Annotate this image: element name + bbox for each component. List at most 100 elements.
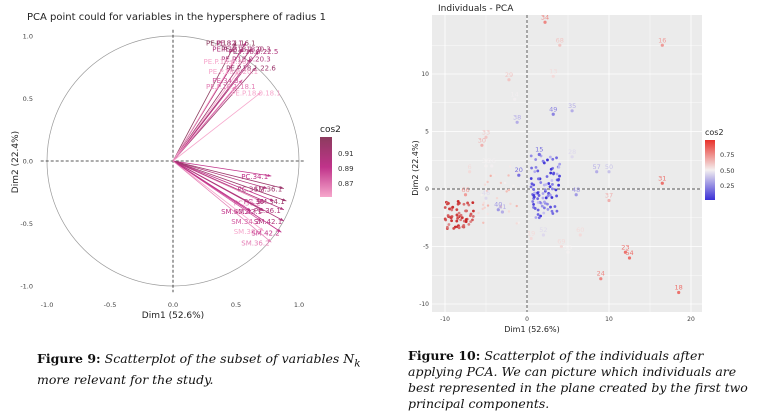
individual-point (533, 207, 537, 210)
individual-point (459, 218, 463, 222)
individual-point (545, 175, 549, 178)
individual-point (457, 226, 461, 229)
individual-point (595, 170, 599, 174)
variable-arrowhead (259, 199, 264, 203)
variable-arrowhead (267, 238, 272, 243)
individual-point (467, 223, 471, 226)
individual-point (543, 200, 546, 204)
figure-10-caption-label: Figure 10: (408, 348, 481, 363)
variable-arrow (172, 160, 284, 189)
right-y-tick-label: 5 (425, 129, 429, 136)
individual-point (443, 217, 447, 221)
variable-label: PE.34.3 (212, 77, 238, 85)
individual-point (451, 205, 455, 209)
individual-label: 30 (478, 136, 486, 144)
individual-point (536, 191, 539, 195)
variable-label: PE.P.18.1.22.6 (226, 64, 276, 72)
individual-label: 20 (515, 166, 523, 174)
individual-point (469, 212, 473, 216)
individual-point (558, 162, 562, 166)
individual-label: 26 (488, 157, 496, 165)
individual-point (534, 158, 538, 161)
individual-point (448, 207, 451, 211)
individual-point (566, 250, 570, 254)
individual-label: 29 (505, 71, 513, 79)
individual-point (471, 201, 475, 205)
individual-point (549, 205, 552, 209)
individual-point (536, 201, 540, 204)
individual-point (450, 219, 454, 223)
individual-label: 13 (549, 67, 557, 75)
individual-point (489, 174, 492, 178)
variable-label: SM.42.2 (251, 229, 279, 237)
individual-point (558, 43, 562, 47)
right-legend-label-1: 0.50 (720, 167, 734, 175)
individual-point (554, 188, 558, 192)
individual-point (466, 201, 469, 205)
figure-9-caption-rest: more relevant for the study. (37, 371, 214, 387)
individual-point (537, 194, 541, 197)
individual-point (550, 196, 554, 199)
individual-point (541, 192, 545, 195)
individual-point (551, 112, 555, 116)
individual-point (471, 218, 474, 222)
variable-arrow (172, 66, 257, 162)
individual-point (461, 225, 465, 229)
individual-point (548, 193, 552, 197)
variable-arrowhead (247, 58, 252, 63)
individual-point (550, 209, 554, 213)
individual-point (507, 210, 511, 213)
individual-point (555, 172, 559, 176)
individual-point (529, 236, 533, 241)
individual-label: 38 (513, 113, 521, 121)
individual-point (548, 185, 552, 189)
left-legend-label-0: 0.91 (338, 150, 354, 158)
individual-point (472, 209, 475, 213)
variable-label: SM.38.2 (234, 228, 262, 236)
left-x-tick-label: -0.5 (104, 301, 117, 309)
individual-point (552, 172, 555, 176)
individual-label: 37 (605, 192, 613, 200)
variable-label: SM.34.2 (231, 218, 259, 226)
individual-point (490, 164, 494, 168)
variable-arrow (172, 160, 274, 202)
individual-point (607, 170, 611, 174)
individual-point (456, 217, 460, 220)
individual-point (537, 216, 541, 220)
individual-point (529, 154, 533, 158)
variable-arrowhead (235, 71, 239, 75)
individual-point (529, 185, 533, 189)
individual-point (447, 202, 450, 205)
individual-label: 15 (535, 146, 543, 154)
individual-point (549, 167, 553, 171)
variable-arrowhead (232, 42, 236, 47)
individual-point (471, 215, 475, 218)
left-y-tick-label: 0.5 (23, 95, 33, 103)
variable-arrowhead (279, 206, 284, 210)
variables-pca-chart: PCA point could for variables in the hyp… (11, 12, 354, 321)
variable-arrowhead (232, 86, 236, 90)
individual-point (570, 155, 574, 159)
variable-label: PC.34.2 (238, 186, 265, 194)
left-x-axis-label: Dim1 (52.6%) (142, 311, 204, 321)
individual-point (483, 206, 486, 209)
left-legend-label-1: 0.89 (338, 165, 354, 173)
individual-point (557, 183, 561, 187)
individual-point (607, 198, 611, 203)
variable-arrowhead (257, 217, 262, 221)
variable-arrowhead (239, 48, 243, 53)
individual-point (484, 135, 488, 139)
right-x-tick-label: -10 (440, 316, 450, 323)
individual-point (486, 212, 489, 216)
right-legend-colorbar (705, 140, 715, 200)
individual-point (477, 211, 480, 215)
individual-point (484, 164, 488, 168)
individual-label: 36 (482, 157, 490, 165)
individual-point (507, 188, 511, 192)
individual-point (539, 181, 543, 184)
individual-point (515, 204, 518, 208)
individual-point (536, 169, 540, 173)
variable-label: PE.P.16.0.20 (203, 58, 246, 66)
individual-point (546, 194, 550, 198)
individual-point (468, 170, 472, 174)
